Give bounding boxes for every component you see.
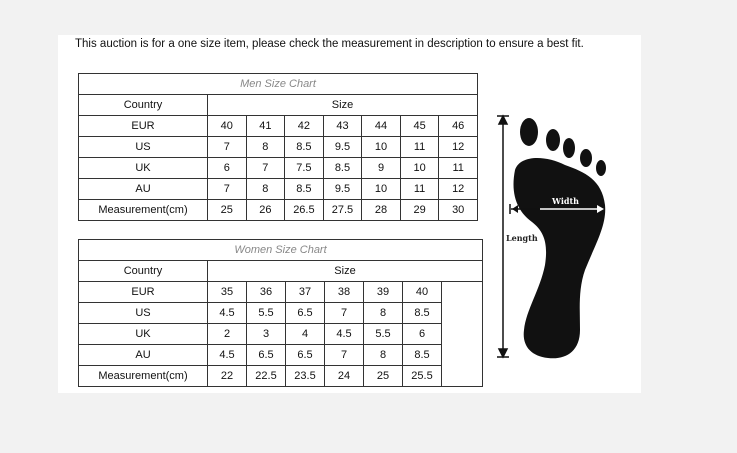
length-label: Length bbox=[506, 233, 538, 243]
size-cell: 5.5 bbox=[363, 323, 403, 345]
foot-icon bbox=[513, 118, 606, 359]
size-cell: 5.5 bbox=[246, 302, 286, 324]
blank-column bbox=[441, 281, 483, 387]
size-cell: 35 bbox=[207, 281, 247, 303]
size-cell: 22.5 bbox=[246, 365, 286, 387]
size-cell: 10 bbox=[399, 157, 440, 179]
table-row: US 7 8 8.5 9.5 10 11 12 bbox=[78, 136, 478, 158]
table-row: Measurement(cm) 25 26 26.5 27.5 28 29 30 bbox=[78, 199, 478, 221]
women-size-chart: Women Size Chart Country Size EUR 35 36 37 38… bbox=[78, 239, 483, 387]
width-label: Width bbox=[551, 196, 579, 206]
size-notice: This auction is for a one size item, ple… bbox=[75, 38, 584, 50]
size-cell: 27.5 bbox=[322, 199, 363, 221]
size-cell: 28 bbox=[361, 199, 401, 221]
width-arrow bbox=[509, 204, 604, 214]
size-cell: 30 bbox=[438, 199, 478, 221]
table-row: EUR 35 36 37 38 39 40 bbox=[78, 281, 483, 387]
size-cell: 4.5 bbox=[324, 323, 364, 345]
size-cell: 12 bbox=[438, 136, 478, 158]
table-row: US 4.5 5.5 6.5 7 8 8.5 bbox=[78, 302, 483, 324]
size-cell: 6.5 bbox=[285, 344, 325, 366]
table-row: EUR 40 41 42 43 44 45 46 bbox=[78, 115, 478, 137]
length-arrow bbox=[497, 114, 509, 359]
women-chart-title: Women Size Chart bbox=[78, 239, 483, 261]
size-cell: 8.5 bbox=[402, 344, 442, 366]
row-label: AU bbox=[78, 178, 208, 200]
size-cell: 6.5 bbox=[246, 344, 286, 366]
row-label: EUR bbox=[78, 115, 208, 137]
row-label: Measurement(cm) bbox=[78, 199, 208, 221]
size-cell: 8.5 bbox=[402, 302, 442, 324]
size-cell: 23.5 bbox=[285, 365, 325, 387]
size-cell: 6.5 bbox=[285, 302, 325, 324]
men-size-chart: Men Size Chart Country Size EUR 40 41 42 43 44… bbox=[78, 73, 478, 221]
size-cell: 8.5 bbox=[284, 178, 324, 200]
table-row: AU 4.5 6.5 6.5 7 8 8.5 bbox=[78, 344, 483, 366]
size-cell: 38 bbox=[324, 281, 364, 303]
size-cell: 25.5 bbox=[402, 365, 442, 387]
table-row: Measurement(cm) 22 22.5 23.5 24 25 25.5 bbox=[78, 365, 483, 387]
size-cell: 25 bbox=[363, 365, 403, 387]
table-row: AU 7 8 8.5 9.5 10 11 12 bbox=[78, 178, 478, 200]
